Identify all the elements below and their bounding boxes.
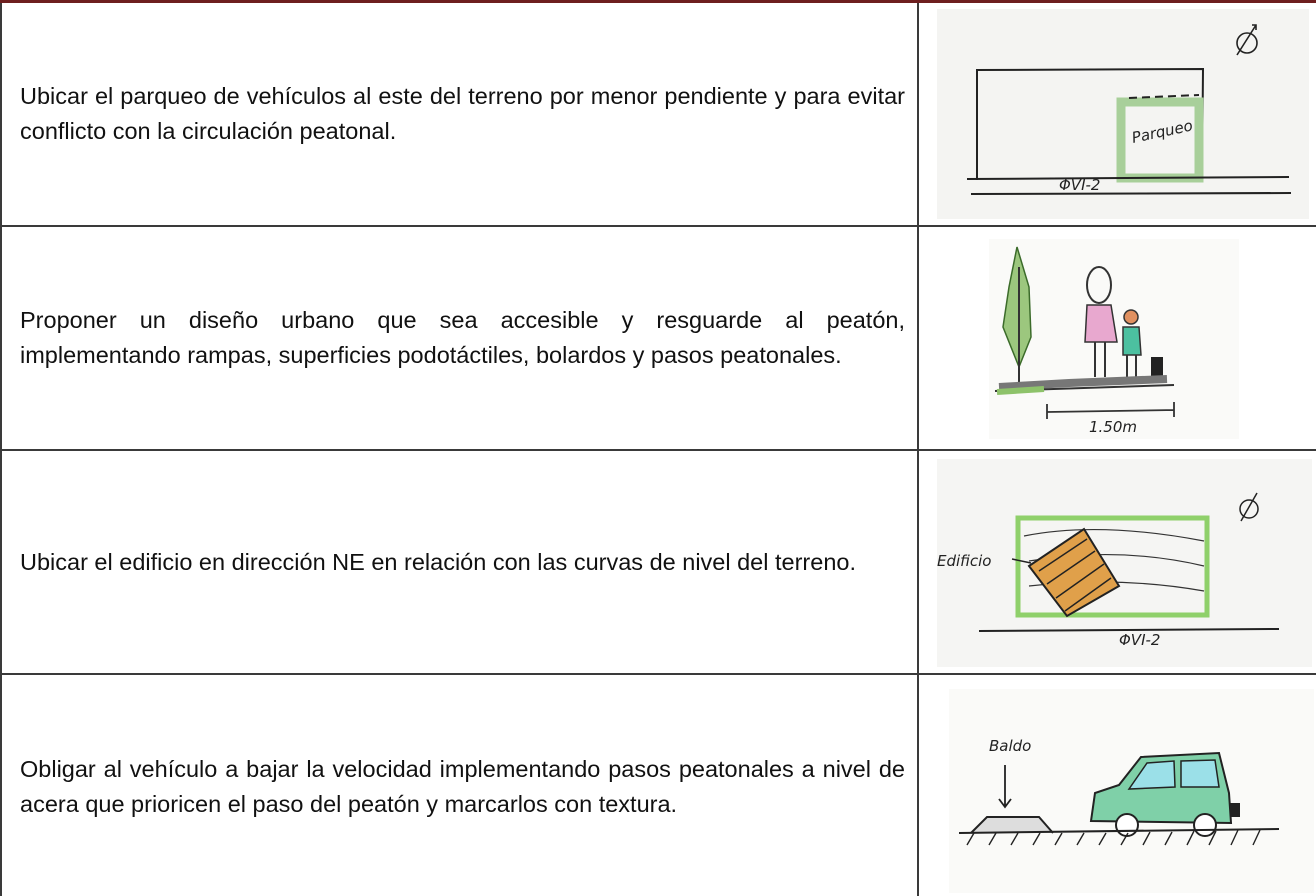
cell: Ubicar el edificio en dirección NE en re… [0,451,919,673]
cell: Obligar al vehículo a bajar la velocidad… [0,675,919,896]
row-text: Ubicar el edificio en dirección NE en re… [20,548,856,575]
sketch-label: Baldo [989,737,1031,755]
sketch-label: 1.50m [1089,418,1137,436]
sketch-building: Edificio ΦVI-2 [937,459,1312,667]
sketch-label: ΦVI-2 [1119,631,1160,649]
table-row: Ubicar el edificio en dirección NE en re… [0,451,1316,675]
cell: Ubicar el parqueo de vehículos al este d… [0,3,919,225]
row-text: Proponer un diseño urbano que sea accesi… [20,307,905,368]
row-text: Obligar al vehículo a bajar la velocidad… [20,756,905,817]
sketch-pedestrian: 1.50m [989,239,1239,439]
table-row: Ubicar el parqueo de vehículos al este d… [0,3,1316,227]
sketch-label: ΦVI-2 [1059,176,1100,194]
table-row: Obligar al vehículo a bajar la velocidad… [0,675,1316,896]
table-row: Proponer un diseño urbano que sea accesi… [0,227,1316,451]
row-text: Ubicar el parqueo de vehículos al este d… [20,83,905,144]
cell: Proponer un diseño urbano que sea accesi… [0,227,919,449]
sketch-car: Baldo [949,689,1314,893]
sketch-label: Edificio [937,552,991,570]
sketch-parking: Parqueo ΦVI-2 [937,9,1309,219]
